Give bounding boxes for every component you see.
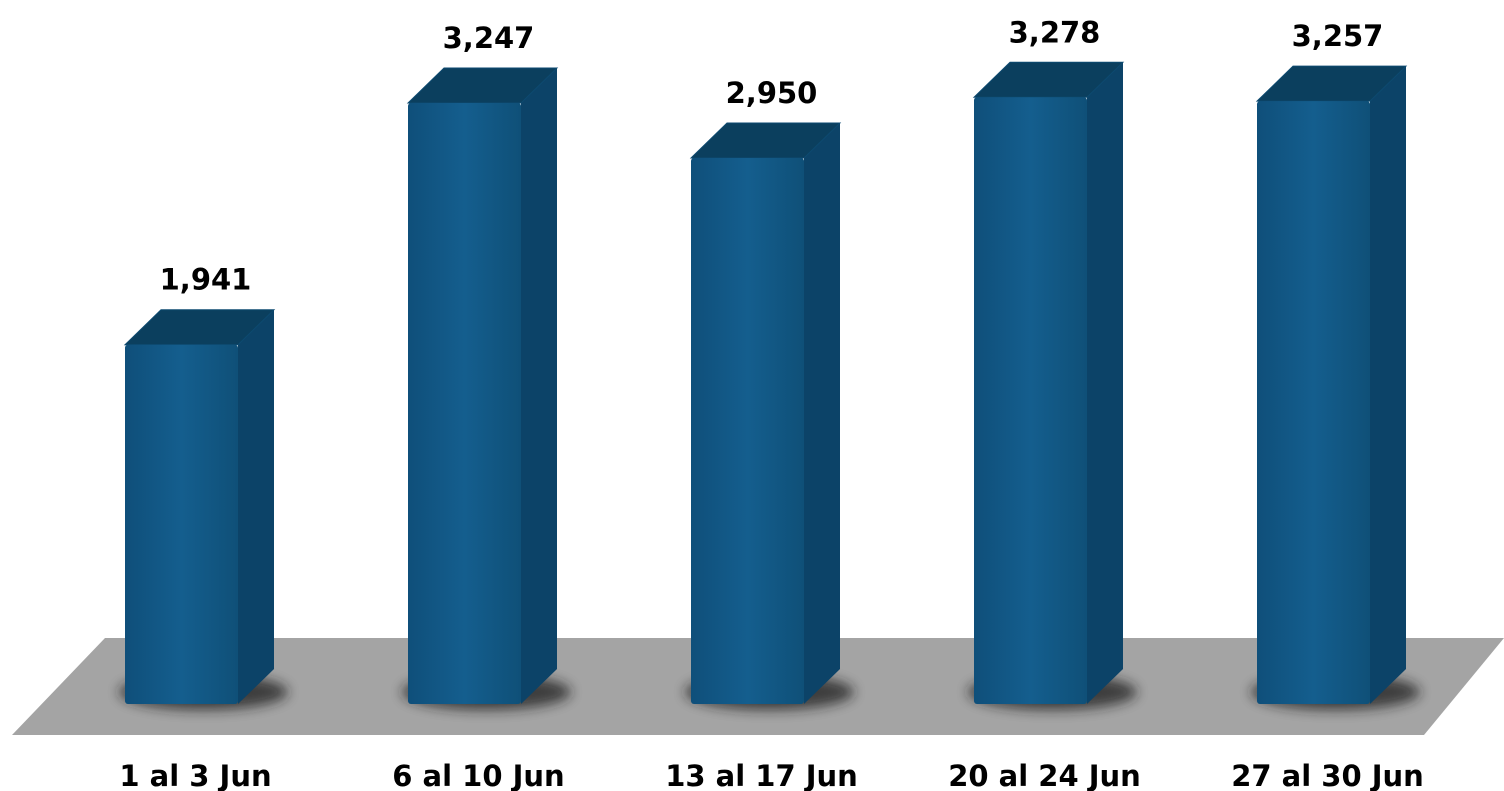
bars-group — [123, 61, 1408, 705]
category-labels-group: 1 al 3 Jun 6 al 10 Jun 13 al 17 Jun 20 al 2… — [119, 759, 1423, 791]
bar-side-face — [238, 309, 274, 704]
data-label: 3,247 — [443, 21, 535, 55]
bar-side-face — [1087, 62, 1123, 705]
bar-side-face — [521, 68, 557, 704]
bar-front-face — [1257, 101, 1370, 705]
bar-front-face — [408, 103, 521, 704]
bar-side-face — [1370, 66, 1406, 705]
x-tick-label: 20 al 24 Jun — [948, 759, 1141, 791]
bar-side-face — [804, 122, 840, 704]
bar — [972, 61, 1125, 705]
bar — [1255, 65, 1408, 705]
x-tick-label: 27 al 30 Jun — [1231, 759, 1424, 791]
value-labels-group: 1,941 3,247 2,950 3,278 3,257 — [160, 15, 1384, 296]
data-label: 3,278 — [1009, 15, 1101, 49]
x-tick-label: 6 al 10 Jun — [392, 759, 564, 791]
bar-front-face — [125, 344, 238, 704]
bar — [689, 122, 842, 704]
bar-front-face — [974, 97, 1087, 704]
data-label: 1,941 — [160, 263, 252, 297]
x-tick-label: 1 al 3 Jun — [119, 759, 271, 791]
bar-front-face — [691, 157, 804, 704]
data-label: 2,950 — [726, 76, 818, 110]
bar — [406, 67, 559, 704]
data-label: 3,257 — [1292, 19, 1384, 53]
x-tick-label: 13 al 17 Jun — [665, 759, 858, 791]
bar — [123, 309, 276, 704]
